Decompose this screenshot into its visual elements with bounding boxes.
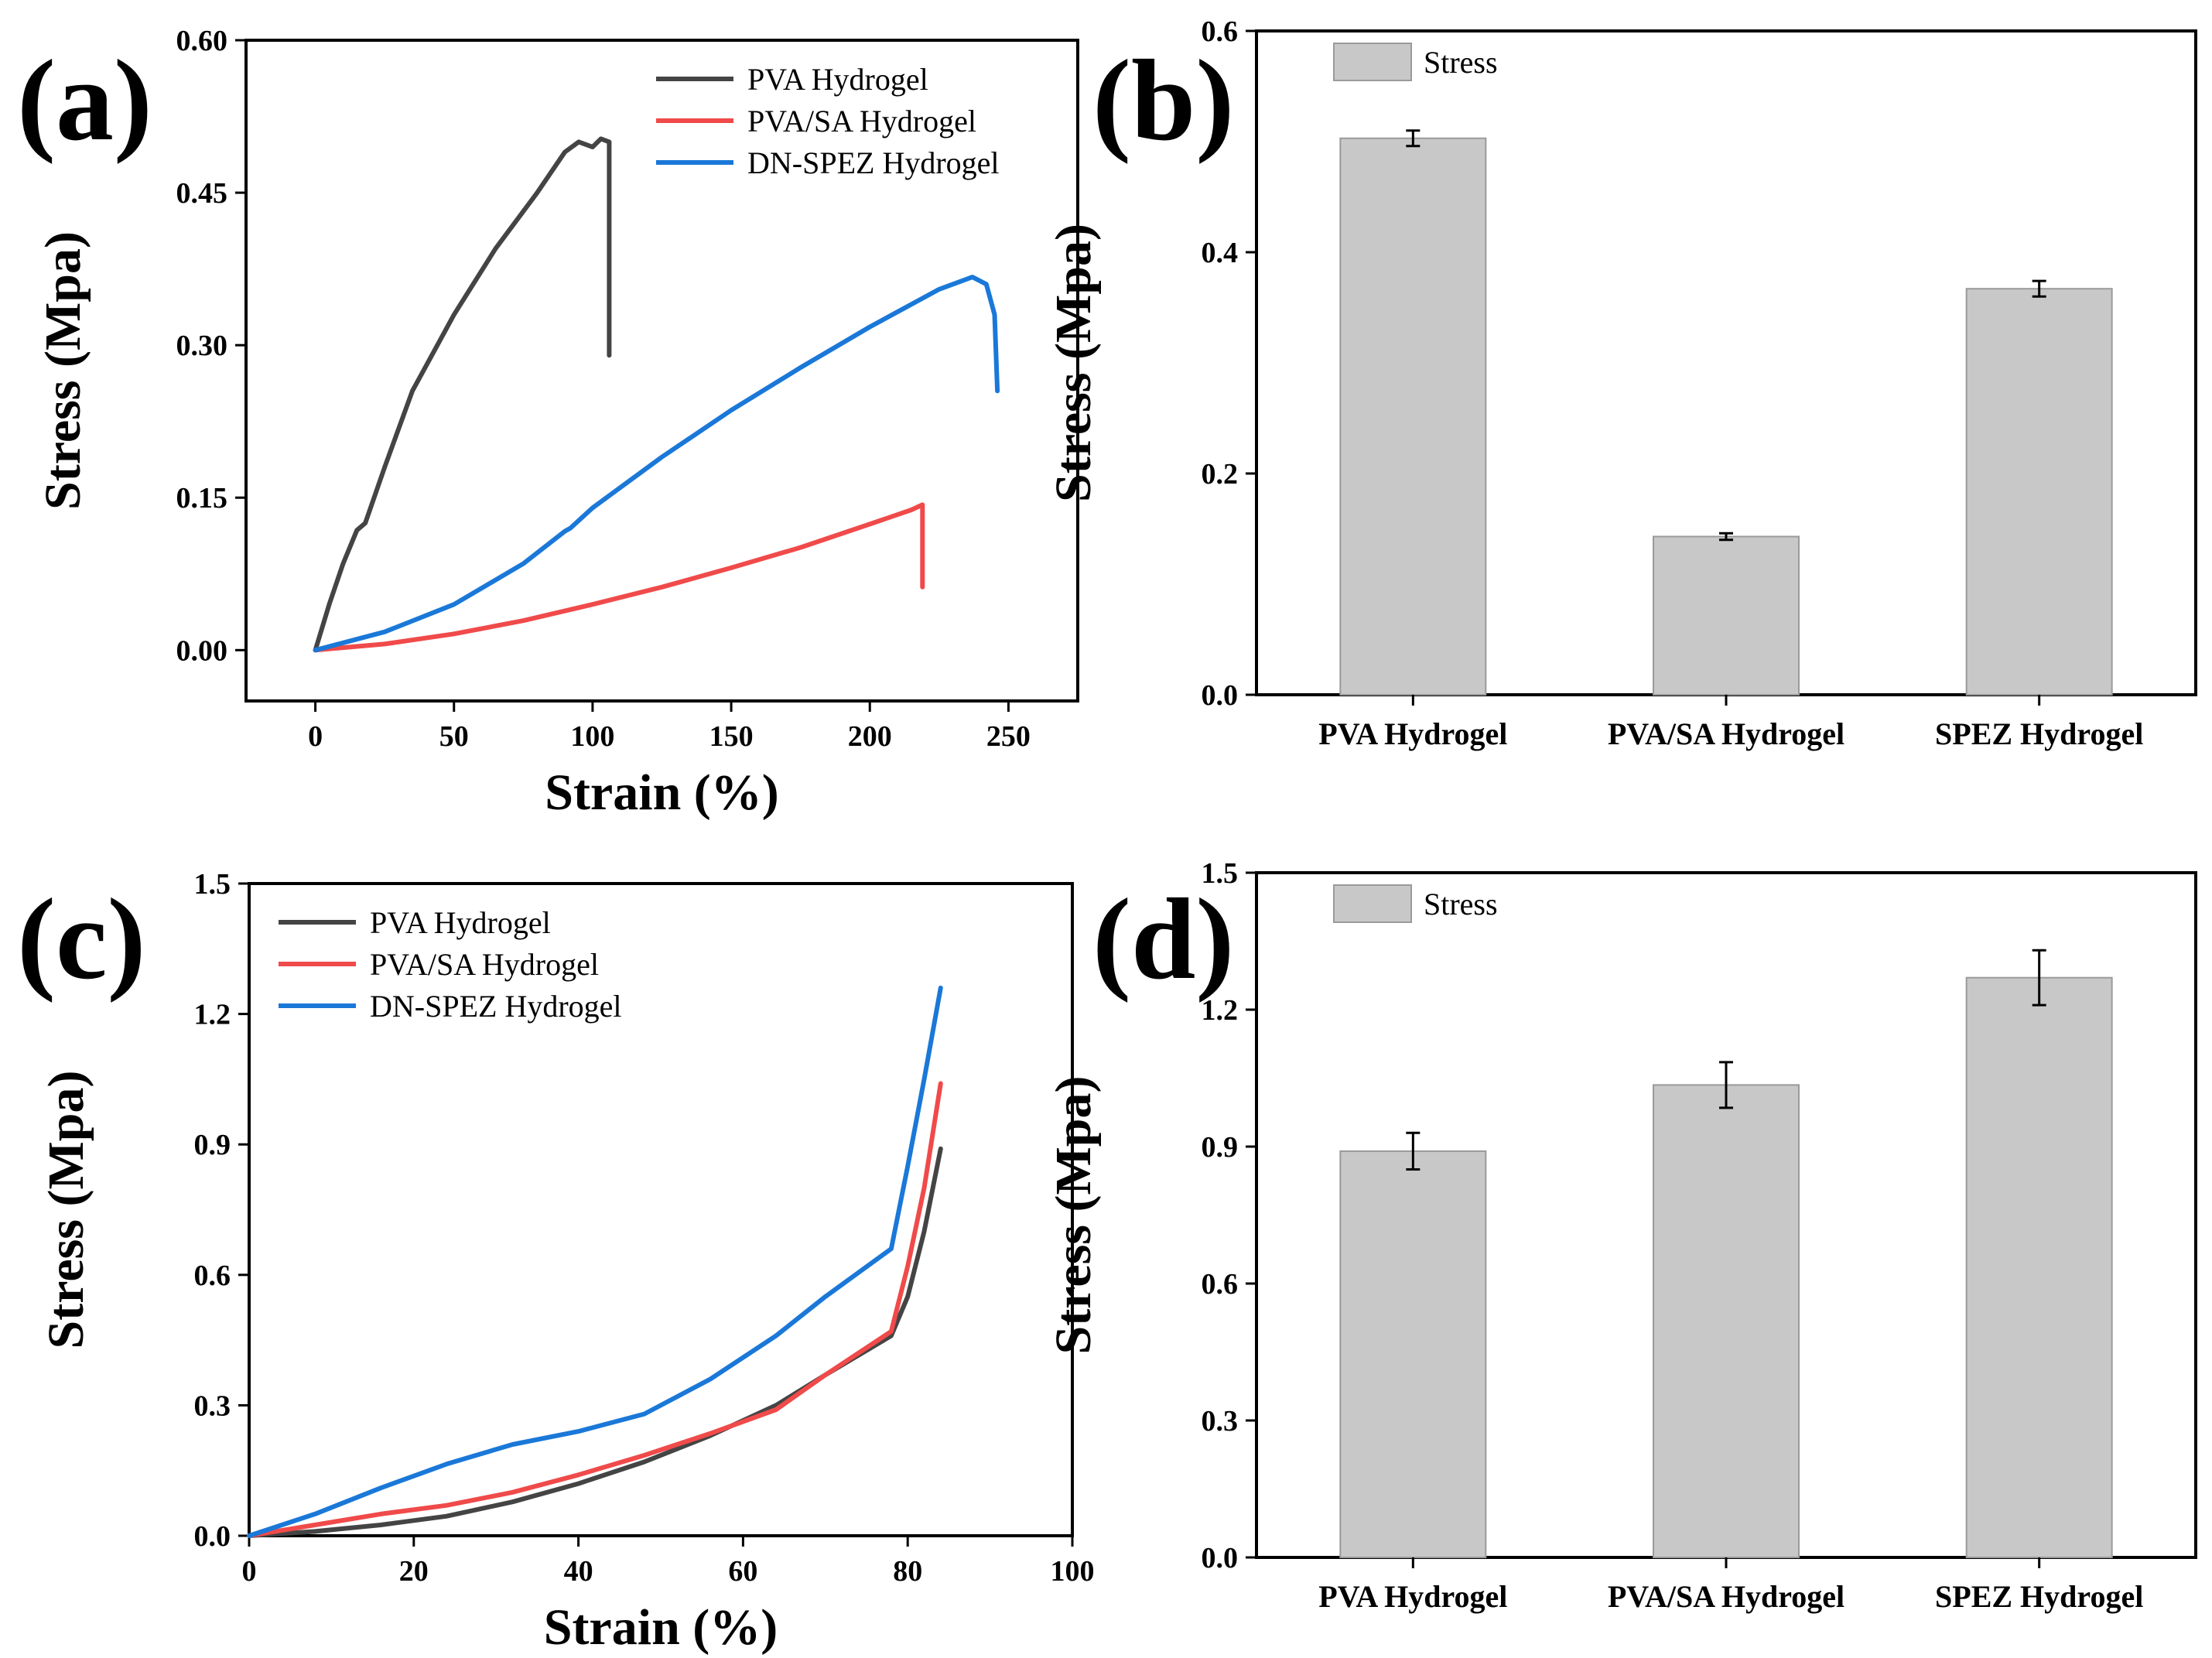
bar-2 [1965, 976, 2113, 1558]
bar-2 [1965, 288, 2113, 696]
legend-label: PVA Hydrogel [370, 905, 551, 940]
y-axis-title-a: Stress (Mpa) [35, 231, 91, 510]
y-tick-label-a: 0.60 [176, 25, 228, 57]
x-tick-label-a: 150 [709, 720, 754, 753]
series-line-dn-spez [313, 275, 1000, 653]
y-tick-label-a: 0.45 [176, 177, 228, 210]
chart-d: 0.0 0.3 0.6 0.9 1.2 1.5 Stress (Mpa) PVA Hydrog… [1045, 857, 2197, 1614]
legend-label: DN-SPEZ Hydrogel [747, 145, 1000, 180]
y-tick-label-d: 0.3 [1202, 1405, 1239, 1438]
y-tick-label-d: 1.2 [1202, 994, 1239, 1027]
x-tick-label-a: 50 [439, 720, 469, 753]
panel-letter-b: (b) [1092, 36, 1234, 165]
category-label: SPEZ Hydrogel [1935, 716, 2143, 751]
chart-c: 0.0 0.3 0.6 0.9 1.2 1.5 0 20 40 60 80 100 Stress (Mp… [38, 868, 1095, 1656]
legend-swatch-stress [1333, 43, 1412, 81]
legend-label: Stress [1424, 45, 1498, 80]
legend-label: PVA Hydrogel [747, 62, 928, 97]
x-tick-label-c: 0 [242, 1555, 257, 1588]
category-label: SPEZ Hydrogel [1935, 1579, 2143, 1614]
series-line-pva-sa [247, 1081, 943, 1538]
y-tick-label-c: 0.3 [194, 1390, 231, 1422]
panel-letter-a: (a) [17, 36, 152, 165]
y-tick-label-a: 0.15 [176, 482, 228, 514]
legend-label: PVA/SA Hydrogel [747, 104, 976, 138]
chart-a: 0.00 0.15 0.30 0.45 0.60 0 50 100 150 200 250 Stres… [35, 25, 1079, 821]
y-tick-label-b: 0.2 [1202, 458, 1239, 491]
legend-label: Stress [1424, 887, 1498, 921]
x-tick-label-c: 60 [728, 1555, 757, 1588]
y-tick-label-d: 0.6 [1202, 1268, 1239, 1301]
panel-letter-c: (c) [17, 875, 145, 1003]
chart-b: 0.0 0.2 0.4 0.6 Stress (Mpa) PVA Hydrogel PVA/… [1045, 15, 2197, 751]
legend-swatch-stress [1333, 884, 1412, 923]
bar-0 [1339, 137, 1487, 696]
x-tick-label-c: 100 [1051, 1555, 1095, 1588]
x-axis-title-a: Strain (%) [545, 764, 778, 821]
x-tick-label-a: 250 [986, 720, 1031, 753]
y-axis-title-c: Stress (Mpa) [38, 1071, 94, 1349]
plot-frame-c [248, 882, 1074, 1537]
category-label: PVA/SA Hydrogel [1608, 1579, 1844, 1614]
category-label: PVA Hydrogel [1318, 716, 1507, 751]
y-tick-label-d: 1.5 [1202, 857, 1239, 890]
y-tick-label-a: 0.30 [176, 330, 228, 362]
x-axis-title-c: Strain (%) [544, 1599, 778, 1656]
x-tick-label-c: 80 [893, 1555, 922, 1588]
x-tick-label-a: 200 [848, 720, 892, 753]
y-tick-label-d: 0.0 [1202, 1542, 1239, 1574]
legend-label: PVA/SA Hydrogel [370, 947, 599, 982]
y-tick-label-c: 0.9 [194, 1129, 231, 1161]
series-line-pva [247, 1146, 943, 1538]
panel-letter-d: (d) [1092, 875, 1234, 1003]
category-label: PVA/SA Hydrogel [1608, 716, 1844, 751]
y-tick-label-b: 0.4 [1202, 237, 1239, 269]
y-tick-label-c: 0.6 [194, 1260, 231, 1292]
series-line-pva [313, 136, 612, 653]
x-tick-label-c: 40 [564, 1555, 593, 1588]
y-tick-label-c: 1.5 [194, 868, 231, 901]
y-tick-label-b: 0.0 [1202, 679, 1239, 712]
legend-label: DN-SPEZ Hydrogel [370, 989, 622, 1024]
series-line-dn-spez [247, 985, 943, 1538]
x-tick-label-a: 100 [570, 720, 614, 753]
y-tick-label-a: 0.00 [176, 634, 228, 667]
y-axis-title-d: Stress (Mpa) [1045, 1076, 1102, 1355]
bar-0 [1339, 1150, 1487, 1558]
x-tick-label-a: 0 [308, 720, 323, 753]
y-axis-title-b: Stress (Mpa) [1045, 224, 1102, 502]
y-tick-label-c: 1.2 [194, 999, 231, 1031]
category-label: PVA Hydrogel [1318, 1579, 1507, 1614]
y-tick-label-b: 0.6 [1202, 15, 1239, 48]
y-tick-label-c: 0.0 [194, 1520, 231, 1553]
x-tick-label-c: 20 [399, 1555, 429, 1588]
y-tick-label-d: 0.9 [1202, 1131, 1239, 1164]
series-line-pva-sa [313, 502, 925, 653]
bar-1 [1653, 1084, 1800, 1558]
plot-frame-a [244, 39, 1079, 703]
bar-1 [1653, 535, 1800, 696]
